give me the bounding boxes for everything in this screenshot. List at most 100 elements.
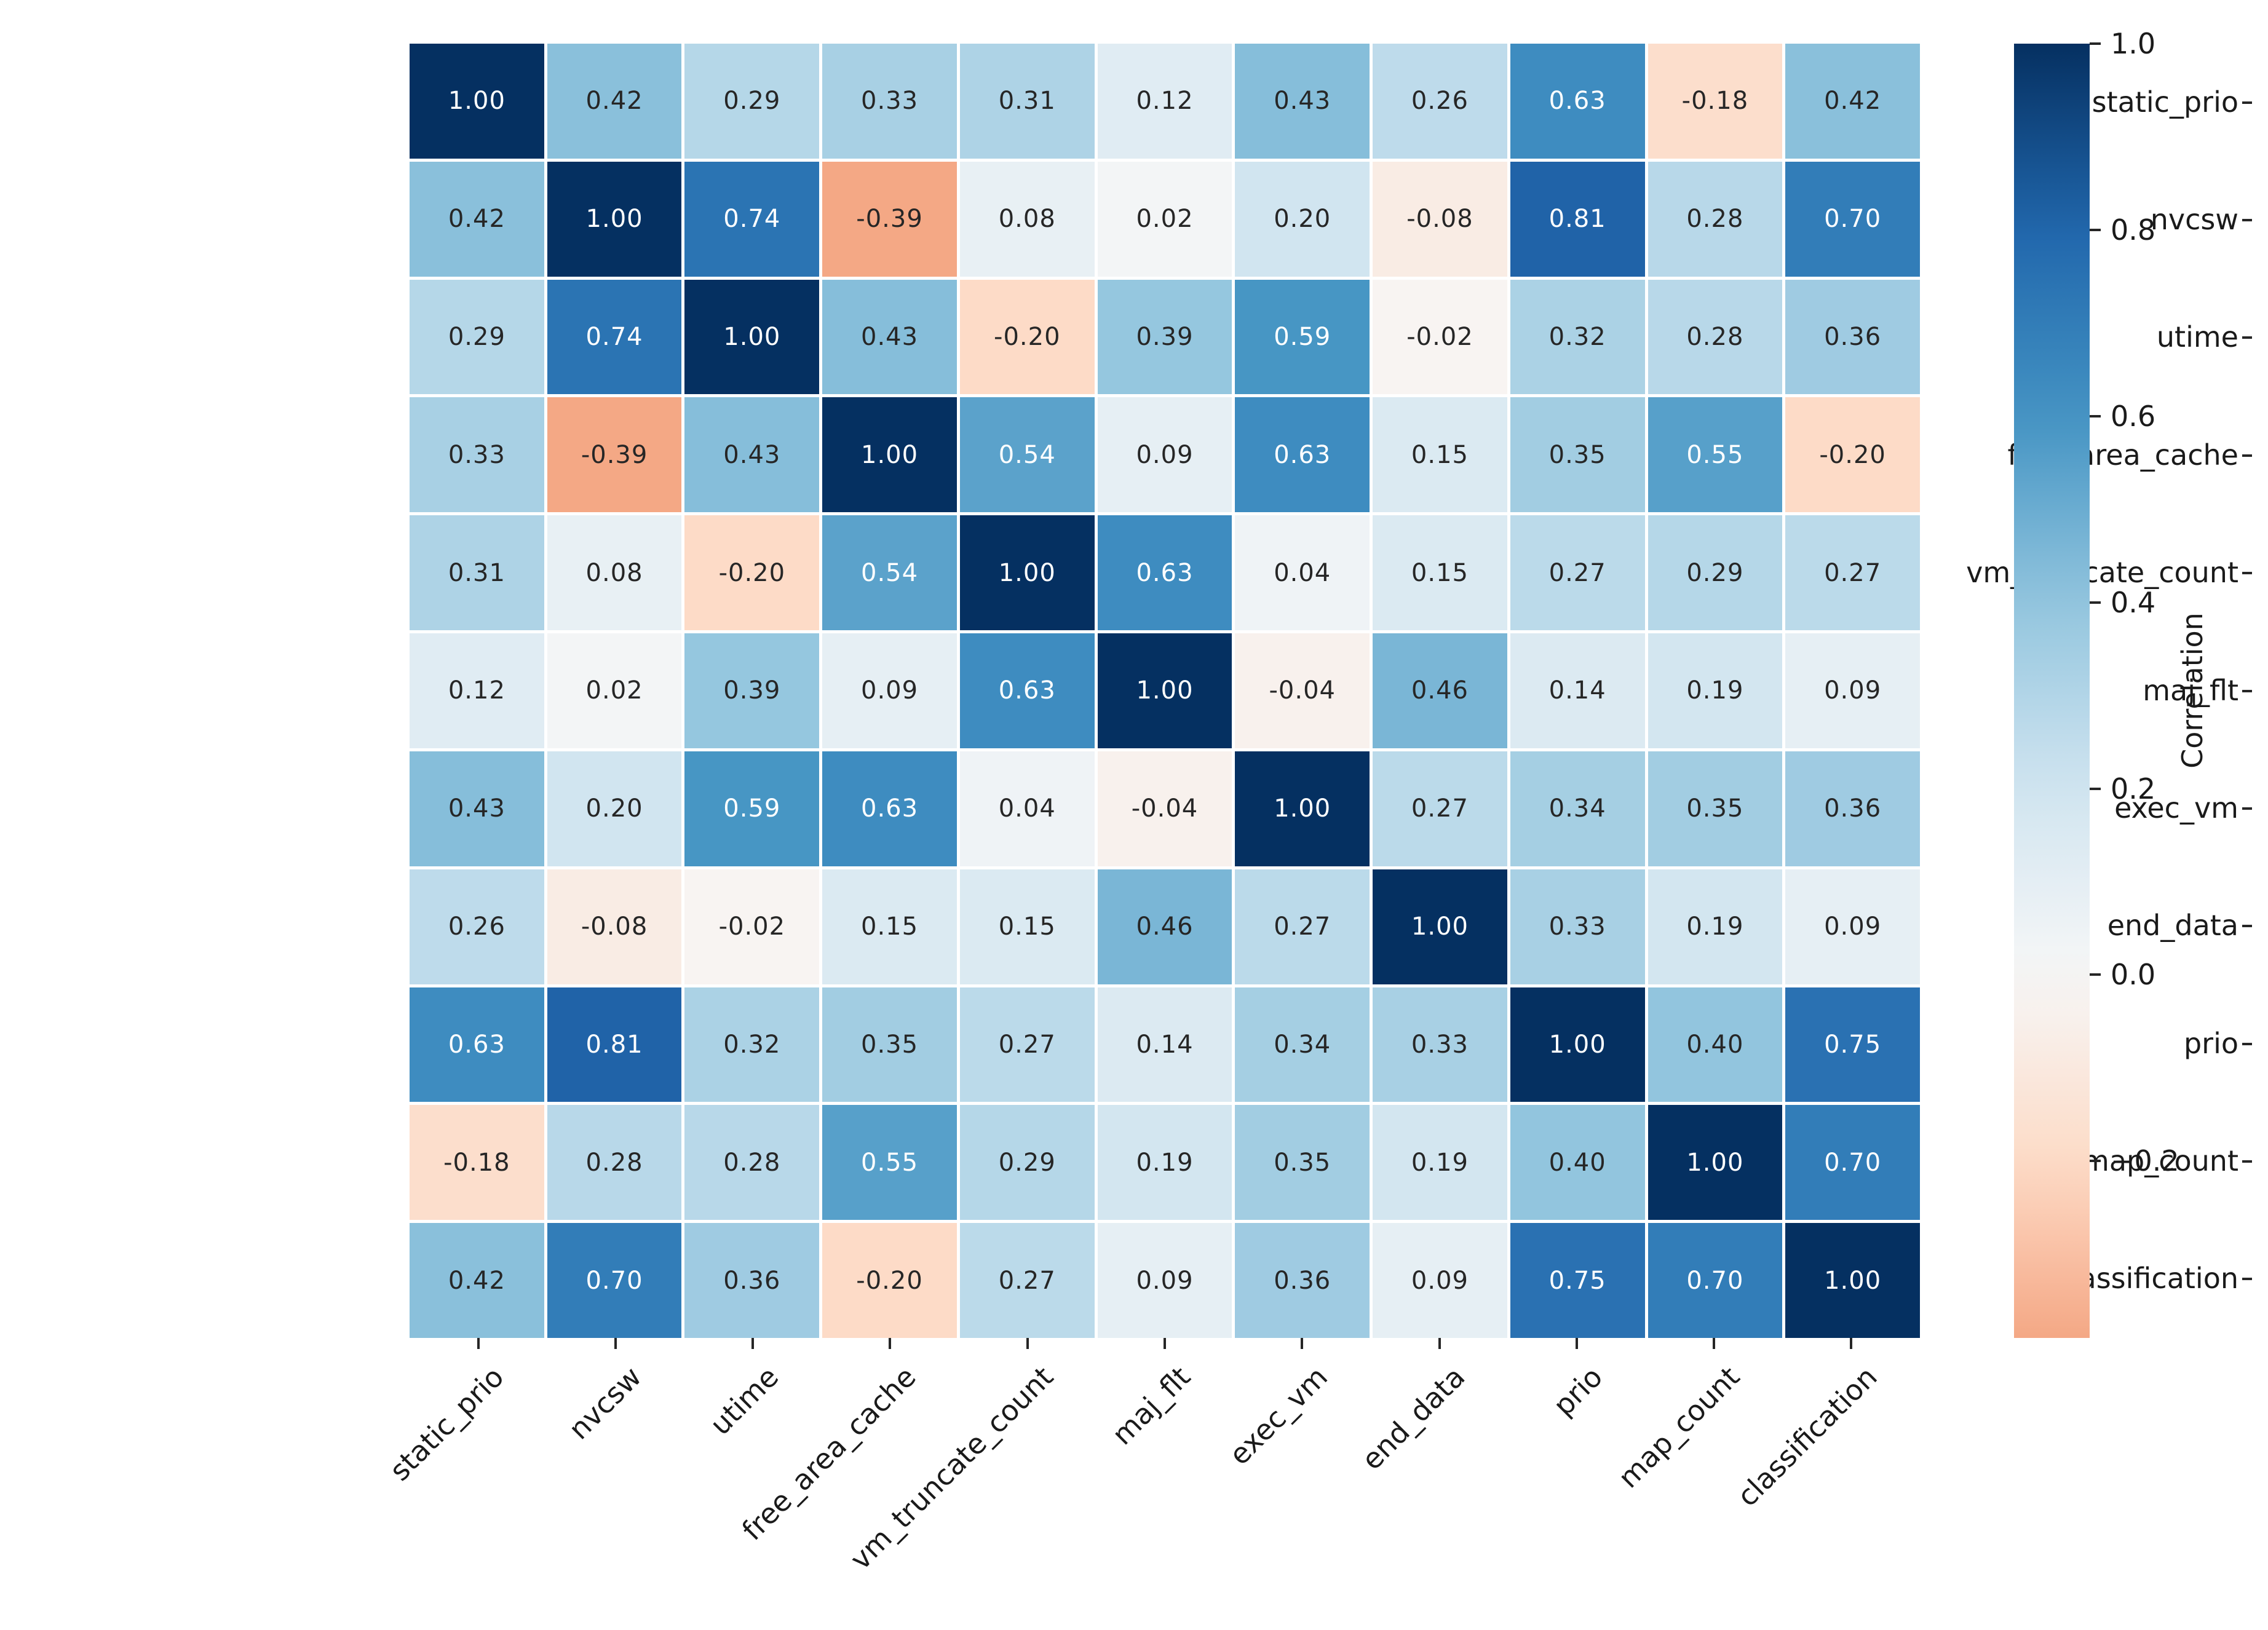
x-tick-label-end_data: end_data [1355, 1360, 1472, 1476]
heatmap-cell-free_area_cache-exec_vm: 0.63 [1235, 397, 1370, 513]
heatmap-cell-exec_vm-prio: 0.34 [1510, 751, 1645, 866]
x-tick-mark [1026, 1338, 1029, 1349]
heatmap-cell-prio-free_area_cache: 0.35 [822, 987, 957, 1102]
x-tick-label-nvcsw: nvcsw [561, 1360, 648, 1446]
heatmap-cell-end_data-end_data: 1.00 [1373, 869, 1507, 984]
heatmap-cell-exec_vm-utime: 0.59 [684, 751, 820, 866]
heatmap-cell-classification-map_count: 0.70 [1647, 1223, 1783, 1338]
heatmap-cell-map_count-utime: 0.28 [684, 1105, 820, 1221]
y-tick-label-maj_flt: maj_flt [2143, 673, 2238, 707]
heatmap-cell-vm_truncate_count-static_prio: 0.31 [410, 515, 544, 631]
heatmap-cell-map_count-static_prio: -0.18 [410, 1105, 544, 1221]
heatmap-cell-free_area_cache-classification: -0.20 [1785, 397, 1920, 513]
x-tick-label-exec_vm: exec_vm [1223, 1360, 1334, 1471]
heatmap-cell-classification-free_area_cache: -0.20 [822, 1223, 957, 1338]
heatmap-cell-static_prio-end_data: 0.26 [1373, 44, 1507, 159]
heatmap-cell-static_prio-exec_vm: 0.43 [1235, 44, 1370, 159]
heatmap-cell-free_area_cache-prio: 0.35 [1510, 397, 1645, 513]
heatmap-cell-prio-static_prio: 0.63 [410, 987, 544, 1102]
heatmap-cell-exec_vm-exec_vm: 1.00 [1235, 751, 1370, 866]
colorbar-tick-label-0.2: 0.2 [2111, 772, 2156, 805]
heatmap-cell-nvcsw-free_area_cache: -0.39 [822, 161, 957, 277]
x-tick-label-map_count: map_count [1611, 1360, 1747, 1495]
heatmap-cell-classification-classification: 1.00 [1785, 1223, 1920, 1338]
heatmap-cell-static_prio-classification: 0.42 [1785, 44, 1920, 159]
x-tick-mark [1850, 1338, 1853, 1349]
heatmap-cell-exec_vm-static_prio: 0.43 [410, 751, 544, 866]
heatmap-cell-prio-exec_vm: 0.34 [1235, 987, 1370, 1102]
heatmap-cell-utime-map_count: 0.28 [1647, 279, 1783, 395]
heatmap-cell-utime-end_data: -0.02 [1373, 279, 1507, 395]
colorbar-tick-label-1.0: 1.0 [2111, 27, 2156, 60]
heatmap-cell-maj_flt-nvcsw: 0.02 [547, 633, 682, 748]
heatmap-cell-end_data-prio: 0.33 [1510, 869, 1645, 984]
heatmap-cell-nvcsw-static_prio: 0.42 [410, 161, 544, 277]
heatmap-cell-end_data-classification: 0.09 [1785, 869, 1920, 984]
heatmap-cell-static_prio-vm_truncate_count: 0.31 [959, 44, 1095, 159]
heatmap-cell-classification-static_prio: 0.42 [410, 1223, 544, 1338]
heatmap-cell-map_count-free_area_cache: 0.55 [822, 1105, 957, 1221]
x-tick-mark [1164, 1338, 1166, 1349]
heatmap-cell-classification-prio: 0.75 [1510, 1223, 1645, 1338]
y-tick-mark [2242, 101, 2252, 104]
heatmap-cell-prio-end_data: 0.33 [1373, 987, 1507, 1102]
heatmap-cell-nvcsw-utime: 0.74 [684, 161, 820, 277]
heatmap-cell-vm_truncate_count-prio: 0.27 [1510, 515, 1645, 631]
heatmap-cell-static_prio-static_prio: 1.00 [410, 44, 544, 159]
heatmap-cell-nvcsw-vm_truncate_count: 0.08 [959, 161, 1095, 277]
heatmap-cell-end_data-map_count: 0.19 [1647, 869, 1783, 984]
heatmap-cell-map_count-prio: 0.40 [1510, 1105, 1645, 1221]
heatmap-cell-utime-vm_truncate_count: -0.20 [959, 279, 1095, 395]
heatmap-cell-nvcsw-end_data: -0.08 [1373, 161, 1507, 277]
colorbar-label: Correlation [2176, 612, 2209, 769]
colorbar-tick-label-0.0: 0.0 [2111, 958, 2156, 992]
y-tick-mark [2242, 689, 2252, 692]
heatmap-cell-utime-utime: 1.00 [684, 279, 820, 395]
heatmap-cell-end_data-utime: -0.02 [684, 869, 820, 984]
heatmap-cell-free_area_cache-maj_flt: 0.09 [1097, 397, 1232, 513]
heatmap-cell-prio-maj_flt: 0.14 [1097, 987, 1232, 1102]
heatmap-cell-exec_vm-nvcsw: 0.20 [547, 751, 682, 866]
heatmap-cell-maj_flt-static_prio: 0.12 [410, 633, 544, 748]
heatmap-cell-utime-exec_vm: 0.59 [1235, 279, 1370, 395]
heatmap-cell-classification-end_data: 0.09 [1373, 1223, 1507, 1338]
y-tick-label-static_prio: static_prio [2092, 85, 2238, 119]
heatmap-cell-utime-nvcsw: 0.74 [547, 279, 682, 395]
colorbar-tick-label-0.4: 0.4 [2111, 585, 2156, 619]
y-tick-mark [2242, 219, 2252, 222]
heatmap-cell-maj_flt-free_area_cache: 0.09 [822, 633, 957, 748]
heatmap-cell-map_count-exec_vm: 0.35 [1235, 1105, 1370, 1221]
x-tick-mark [889, 1338, 892, 1349]
y-tick-label-end_data: end_data [2107, 909, 2238, 943]
y-tick-mark [2242, 925, 2252, 928]
colorbar [2014, 44, 2090, 1338]
y-tick-mark [2242, 336, 2252, 339]
heatmap-cell-utime-prio: 0.32 [1510, 279, 1645, 395]
heatmap-cell-nvcsw-prio: 0.81 [1510, 161, 1645, 277]
x-tick-label-utime: utime [704, 1360, 785, 1442]
colorbar-tick-mark [2090, 1160, 2101, 1163]
heatmap-cell-vm_truncate_count-nvcsw: 0.08 [547, 515, 682, 631]
y-tick-mark [2242, 1042, 2252, 1045]
x-tick-label-prio: prio [1546, 1360, 1609, 1423]
x-tick-label-maj_flt: maj_flt [1105, 1360, 1197, 1452]
heatmap-cell-exec_vm-end_data: 0.27 [1373, 751, 1507, 866]
heatmap-grid: 1.00 0.42 0.29 0.33 0.31 0.12 0.43 0.26 0.63 -0.1… [410, 44, 1920, 1338]
y-tick-label-utime: utime [2156, 320, 2238, 354]
heatmap-cell-classification-nvcsw: 0.70 [547, 1223, 682, 1338]
heatmap-cell-prio-map_count: 0.40 [1647, 987, 1783, 1102]
heatmap-cell-nvcsw-exec_vm: 0.20 [1235, 161, 1370, 277]
heatmap-cell-map_count-classification: 0.70 [1785, 1105, 1920, 1221]
x-tick-mark [614, 1338, 617, 1349]
y-tick-mark [2242, 1278, 2252, 1281]
heatmap-cell-map_count-map_count: 1.00 [1647, 1105, 1783, 1221]
heatmap-cell-static_prio-free_area_cache: 0.33 [822, 44, 957, 159]
heatmap-cell-prio-nvcsw: 0.81 [547, 987, 682, 1102]
y-tick-label-prio: prio [2183, 1026, 2238, 1060]
heatmap-cell-free_area_cache-end_data: 0.15 [1373, 397, 1507, 513]
heatmap-cell-maj_flt-utime: 0.39 [684, 633, 820, 748]
heatmap-cell-maj_flt-end_data: 0.46 [1373, 633, 1507, 748]
heatmap-cell-free_area_cache-map_count: 0.55 [1647, 397, 1783, 513]
heatmap-cell-maj_flt-prio: 0.14 [1510, 633, 1645, 748]
heatmap-cell-classification-exec_vm: 0.36 [1235, 1223, 1370, 1338]
